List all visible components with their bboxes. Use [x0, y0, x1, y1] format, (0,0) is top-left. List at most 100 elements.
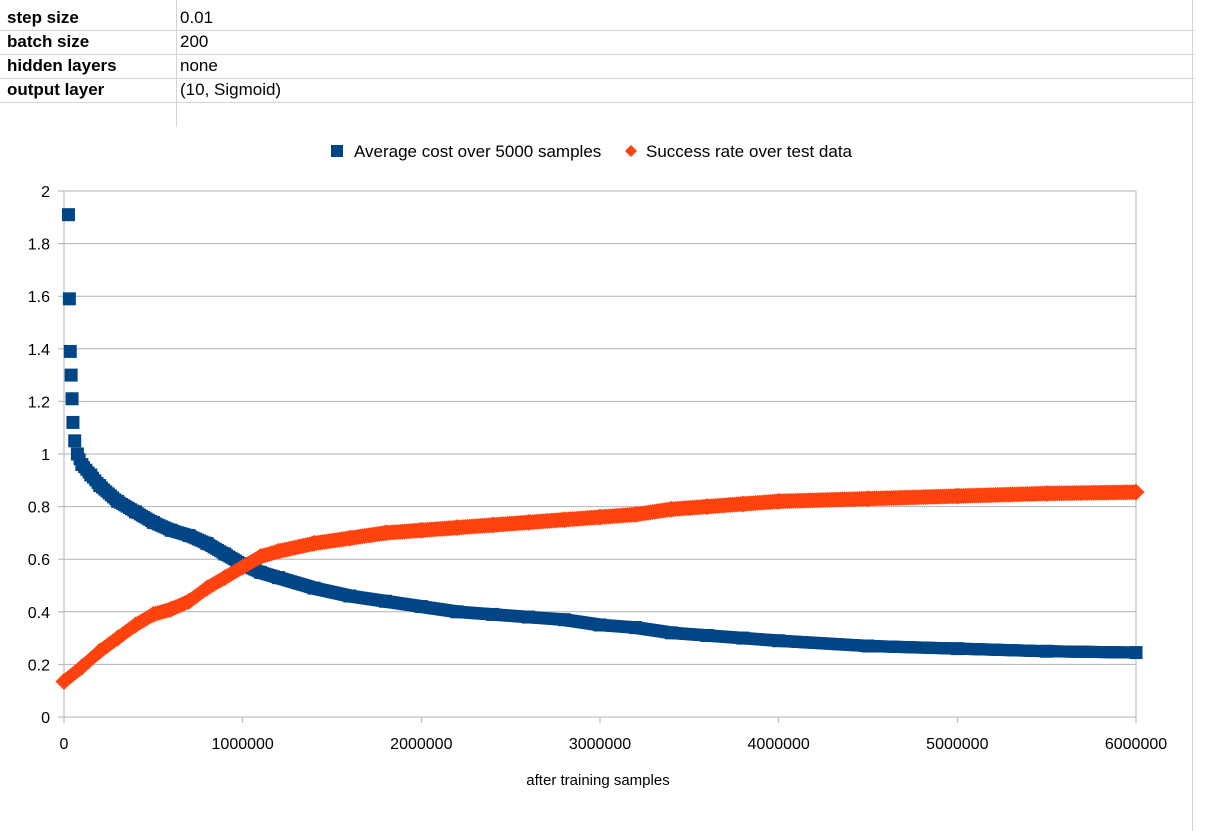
param-row-output-layer[interactable]: output layer (10, Sigmoid)	[0, 78, 1195, 103]
cost-data-point	[93, 479, 107, 493]
success-data-point	[734, 495, 752, 513]
cost-data-point	[218, 547, 232, 561]
param-label: batch size	[7, 32, 90, 51]
cost-data-point	[146, 515, 160, 529]
axes: 0 0.2 0.4 0.6 0.8 1 1.2 1.4 1.6 1.8 2 0 1000000 20000…	[28, 184, 1167, 789]
cost-data-point	[736, 631, 750, 645]
series-layer	[55, 208, 1145, 690]
success-data-point	[305, 534, 323, 552]
y-tick-label: 1.6	[28, 289, 50, 306]
cost-data-point	[1129, 646, 1143, 660]
y-tick-label: 1.4	[28, 342, 50, 359]
x-tick-label: 4000000	[748, 736, 810, 753]
success-data-point	[770, 492, 788, 510]
y-tick-label: 0.6	[28, 552, 50, 569]
success-data-point	[162, 600, 180, 618]
success-data-point	[216, 569, 234, 587]
legend-label: Average cost over 5000 samples	[354, 142, 601, 161]
param-value: (10, Sigmoid)	[180, 80, 282, 99]
success-data-point	[662, 500, 680, 518]
cost-data-point	[65, 392, 79, 406]
success-data-point	[109, 629, 127, 647]
param-row-step-size[interactable]: step size 0.01	[0, 6, 1195, 31]
y-tick-label: 0	[41, 710, 50, 727]
success-data-point	[73, 658, 91, 676]
y-tick-label: 1.8	[28, 237, 50, 254]
success-data-point	[269, 542, 287, 560]
success-data-point	[198, 579, 216, 597]
param-label: hidden layers	[7, 56, 117, 75]
cost-data-point	[664, 626, 678, 640]
cost-data-point	[64, 368, 78, 382]
x-tick-label: 1000000	[212, 736, 274, 753]
cost-data-point	[62, 292, 76, 306]
y-tick-label: 0.8	[28, 500, 50, 517]
success-data-point	[698, 498, 716, 516]
cost-data-point	[450, 605, 464, 619]
y-tick-label: 0.2	[28, 657, 50, 674]
y-tick-label: 2	[41, 184, 50, 201]
y-tick-label: 1.2	[28, 394, 50, 411]
legend-label: Success rate over test data	[646, 142, 853, 161]
param-label: output layer	[7, 80, 105, 99]
cost-data-point	[486, 607, 500, 621]
x-axis-label: after training samples	[526, 772, 669, 789]
y-tick-label: 0.4	[28, 605, 50, 622]
legend: Average cost over 5000 samples Success ra…	[331, 142, 853, 161]
cost-data-point	[1040, 644, 1054, 658]
legend-square-icon	[331, 145, 343, 157]
chart[interactable]: 0 0.2 0.4 0.6 0.8 1 1.2 1.4 1.6 1.8 2 0 1000000 20000…	[0, 129, 1205, 819]
cost-data-point	[182, 529, 196, 543]
cost-data-point	[629, 621, 643, 635]
success-data-point	[180, 592, 198, 610]
cost-data-point	[70, 447, 84, 461]
cost-data-point	[271, 571, 285, 585]
x-tick-label: 0	[60, 736, 69, 753]
column-divider	[1192, 0, 1193, 831]
cost-data-point	[68, 434, 82, 448]
success-data-point	[91, 642, 109, 660]
cost-data-point	[700, 628, 714, 642]
success-data-point	[377, 524, 395, 542]
cost-data-point	[414, 600, 428, 614]
cost-data-point	[343, 589, 357, 603]
cost-data-point	[861, 639, 875, 653]
column-divider	[176, 0, 177, 127]
cost-data-point	[254, 565, 268, 579]
cost-data-point	[63, 344, 77, 358]
cost-data-point	[164, 523, 178, 537]
success-data-point	[1038, 484, 1056, 502]
x-tick-label: 6000000	[1105, 736, 1167, 753]
cost-data-point	[84, 468, 98, 482]
series-success-rate	[55, 483, 1145, 690]
success-data-point	[520, 513, 538, 531]
success-data-point	[627, 505, 645, 523]
success-data-point	[252, 548, 270, 566]
cost-data-point	[522, 610, 536, 624]
x-tick-label: 3000000	[569, 736, 631, 753]
grid	[64, 190, 1137, 718]
cost-data-point	[950, 642, 964, 656]
success-data-point	[412, 521, 430, 539]
success-data-point	[144, 605, 162, 623]
param-row-hidden-layers[interactable]: hidden layers none	[0, 54, 1195, 79]
legend-diamond-icon	[625, 145, 637, 157]
x-tick-label: 5000000	[926, 736, 988, 753]
success-data-point	[341, 529, 359, 547]
cost-data-point	[593, 618, 607, 632]
cost-data-point	[111, 494, 125, 508]
cost-data-point	[128, 505, 142, 519]
param-value: 200	[180, 32, 209, 51]
chart-svg: 0 0.2 0.4 0.6 0.8 1 1.2 1.4 1.6 1.8 2 0 1000000 20000…	[28, 142, 1167, 789]
cost-data-point	[772, 634, 786, 648]
param-row-batch-size[interactable]: batch size 200	[0, 30, 1195, 55]
success-data-point	[234, 558, 252, 576]
x-tick-label: 2000000	[390, 736, 452, 753]
cost-data-point	[75, 458, 89, 472]
success-data-point	[126, 616, 144, 634]
y-tick-label: 1	[41, 447, 50, 464]
success-data-point	[948, 487, 966, 505]
param-value: 0.01	[180, 8, 214, 27]
success-data-point	[591, 508, 609, 526]
